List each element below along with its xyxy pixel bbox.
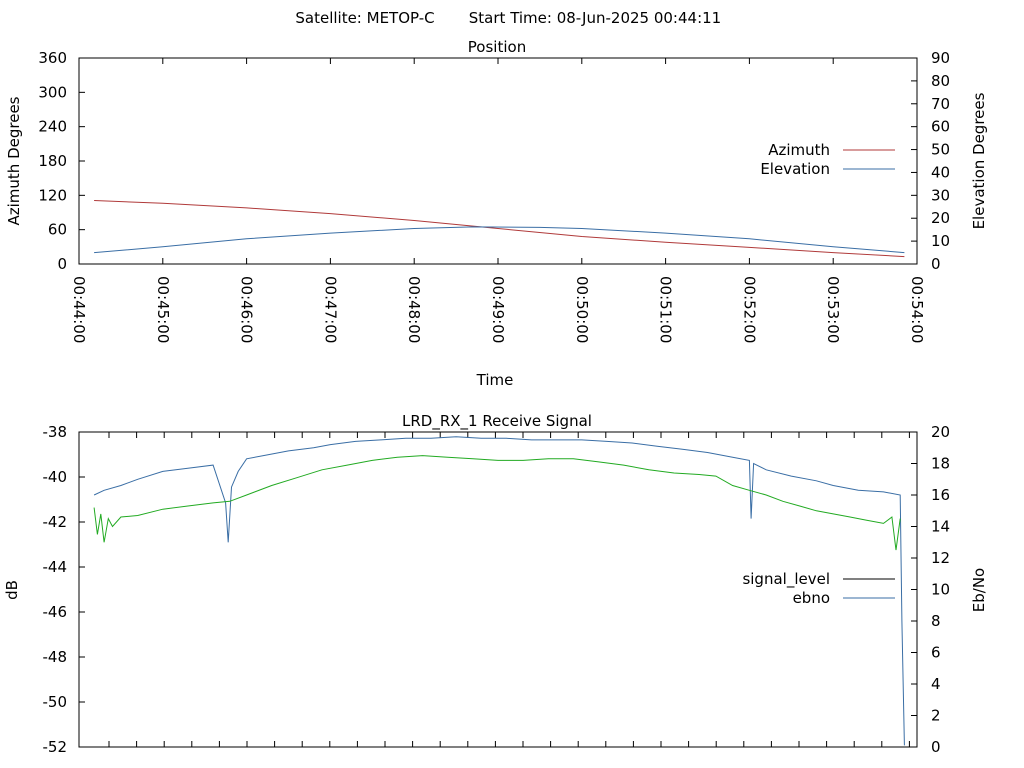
position-x-tick-label: 00:53:00 (824, 276, 842, 343)
start-time-label: Start Time: 08-Jun-2025 00:44:11 (469, 9, 721, 27)
position-y-right-tick-label: 50 (931, 141, 950, 159)
receive-signal-series (93, 436, 905, 746)
receive-signal-y-right-tick-label: 8 (931, 612, 941, 630)
receive-signal-y-left-tick-label: -50 (43, 693, 68, 711)
position-y-right-tick-label: 0 (931, 255, 941, 273)
position-y-right-tick-label: 20 (931, 209, 950, 227)
receive-signal-y-left-tick-label: -48 (43, 648, 68, 666)
receive-signal-y-left-tick-label: -44 (43, 558, 68, 576)
position-series (94, 200, 905, 258)
position-x-tick-label: 00:51:00 (657, 276, 675, 343)
position-y-right-tick-label: 80 (931, 72, 950, 90)
position-legend-label: Elevation (760, 160, 830, 178)
receive-signal-legend-label: ebno (793, 589, 830, 607)
position-ticks: 0 60 120 180 240 300 360 0 10 20 30 40 50 60 70 80 90 00:… (38, 49, 950, 343)
receive-signal-y-left-tick-label: -52 (43, 738, 68, 756)
receive-signal-y-right-tick-label: 10 (931, 581, 950, 599)
receive-signal-y-right-tick-label: 18 (931, 455, 950, 473)
receive-signal-y-left-label: dB (3, 580, 21, 600)
position-y-right-label: Elevation Degrees (970, 92, 988, 229)
satellite-label: Satellite: METOP-C (295, 9, 434, 27)
receive-signal-ticks: -52 -50 -48 -46 -44 -42 -40 -38 0 2 4 6 8 10 12 14 16 18 2… (43, 423, 951, 756)
position-y-left-tick-label: 300 (38, 83, 67, 101)
receive-signal-chart: LRD_RX_1 Receive Signal dB Eb/No -52-50-… (3, 412, 988, 756)
receive-signal-legend-label: signal_level (742, 570, 830, 589)
receive-signal-y-left-tick-label: -42 (43, 513, 68, 531)
receive-signal-y-right-label: Eb/No (970, 568, 988, 612)
receive-signal-plot-frame (78, 431, 918, 748)
receive-signal-y-right-tick-label: 12 (931, 549, 950, 567)
position-x-tick-label: 00:46:00 (238, 276, 256, 343)
position-y-right-tick-label: 60 (931, 118, 950, 136)
position-y-left-tick-label: 60 (48, 221, 67, 239)
receive-signal-y-left-tick-label: -38 (43, 423, 68, 441)
position-y-left-tick-label: 240 (38, 118, 67, 136)
position-x-tick-label: 00:47:00 (321, 276, 339, 343)
position-x-tick-label: 00:48:00 (405, 276, 423, 343)
receive-signal-y-left-tick-label: -40 (43, 468, 68, 486)
position-y-right-tick-label: 10 (931, 232, 950, 250)
position-x-tick-label: 00:52:00 (740, 276, 758, 343)
receive-signal-y-right-tick-label: 20 (931, 423, 950, 441)
receive-signal-y-right-tick-label: 16 (931, 486, 950, 504)
position-series-line-1 (94, 226, 905, 254)
receive-signal-y-right-tick-label: 6 (931, 644, 941, 662)
receive-signal-y-right-tick-label: 2 (931, 707, 941, 725)
position-y-left-tick-label: 180 (38, 152, 67, 170)
receive-signal-title: LRD_RX_1 Receive Signal (402, 412, 592, 431)
position-legend-label: Azimuth (768, 141, 830, 159)
receive-signal-y-left-tick-label: -46 (43, 603, 68, 621)
position-x-tick-label: 00:45:00 (154, 276, 172, 343)
position-y-right-tick-label: 90 (931, 49, 950, 67)
position-series-line-0 (94, 200, 905, 258)
receive-signal-series-line-2 (93, 455, 901, 551)
position-x-tick-label: 00:49:00 (489, 276, 507, 343)
position-chart: Position Azimuth Degrees Elevation Degre… (5, 38, 988, 389)
position-title: Position (468, 38, 526, 56)
position-y-left-label: Azimuth Degrees (5, 96, 23, 225)
receive-signal-series-line-1 (93, 436, 905, 746)
position-x-tick-label: 00:54:00 (908, 276, 926, 343)
position-x-tick-label: 00:50:00 (573, 276, 591, 343)
position-x-label: Time (476, 371, 514, 389)
position-y-left-tick-label: 360 (38, 49, 67, 67)
receive-signal-y-right-tick-label: 14 (931, 518, 950, 536)
receive-signal-y-right-tick-label: 0 (931, 738, 941, 756)
position-y-right-tick-label: 30 (931, 186, 950, 204)
position-y-right-tick-label: 40 (931, 163, 950, 181)
receive-signal-y-right-tick-label: 4 (931, 675, 941, 693)
position-y-left-tick-label: 0 (57, 255, 67, 273)
position-y-right-tick-label: 70 (931, 95, 950, 113)
position-y-left-tick-label: 120 (38, 186, 67, 204)
position-x-tick-label: 00:44:00 (70, 276, 88, 343)
